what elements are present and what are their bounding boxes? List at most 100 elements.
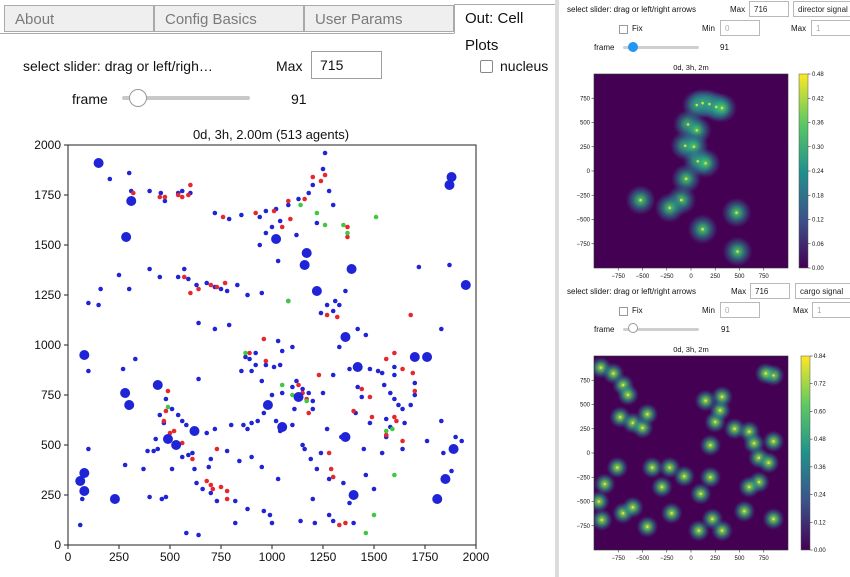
cell-point <box>133 356 138 362</box>
cell-point <box>375 368 381 374</box>
cell-point <box>232 498 238 504</box>
colorbar-tick-label: 0.36 <box>812 121 824 127</box>
cell-point <box>161 418 167 424</box>
cell-point <box>330 372 336 378</box>
cell-point <box>326 476 332 482</box>
cell-cluster <box>79 486 90 496</box>
cell-point <box>326 450 332 456</box>
cell-point <box>412 392 418 398</box>
upper-frame-slider[interactable] <box>623 46 699 49</box>
signal-peak <box>639 198 642 202</box>
cell-point <box>383 428 389 434</box>
tab-config-basics[interactable]: Config Basics <box>154 5 304 32</box>
cell-point <box>408 312 414 318</box>
tab-about[interactable]: About <box>4 5 154 32</box>
cell-point <box>86 300 91 306</box>
cell-point <box>267 512 273 518</box>
cell-point <box>200 486 205 492</box>
cell-point <box>212 326 218 332</box>
cell-point <box>320 166 326 172</box>
cell-point <box>192 466 197 472</box>
cell-cluster <box>109 494 120 504</box>
upper-signal-select[interactable]: director signal <box>793 1 850 17</box>
signal-peak <box>704 399 707 402</box>
max-label: Max <box>276 58 303 74</box>
cell-point <box>214 446 220 452</box>
signal-peak <box>757 480 761 484</box>
tab-out-cell-plots[interactable]: Out: Cell Plots <box>454 4 559 54</box>
cell-point <box>396 402 401 408</box>
cell-point <box>222 280 228 286</box>
cell-point <box>371 512 377 518</box>
lower-fix-checkbox[interactable] <box>619 307 628 316</box>
colorbar-tick-label: 0.36 <box>814 465 826 471</box>
cell-point <box>218 286 224 292</box>
upper-max2-input[interactable]: 1 <box>811 20 850 36</box>
nucleus-checkbox[interactable] <box>480 60 493 73</box>
director-heatmap-spots <box>625 88 753 267</box>
cell-cluster <box>79 468 90 478</box>
lower-signal-select[interactable]: cargo signal <box>795 283 850 299</box>
signal-peak <box>692 145 696 149</box>
cell-cluster <box>293 392 304 402</box>
cell-point <box>163 396 169 402</box>
scatter-title: 0d, 3h, 2.00m (513 agents) <box>193 127 349 142</box>
cell-point <box>439 326 444 332</box>
cell-point <box>275 258 281 264</box>
upper-min-input[interactable]: 0 <box>720 20 760 36</box>
cell-point <box>257 242 263 248</box>
lower-frame-slider[interactable] <box>623 328 699 331</box>
lower-max-input[interactable]: 716 <box>750 283 790 299</box>
cell-point <box>196 532 201 538</box>
x-tick-label: 0 <box>689 556 693 562</box>
cell-point <box>361 446 367 452</box>
cell-point <box>159 496 165 502</box>
frame-slider[interactable] <box>122 96 250 100</box>
panel-divider <box>555 0 559 577</box>
cell-point <box>400 446 405 452</box>
cell-point <box>247 350 252 356</box>
cell-point <box>212 426 218 432</box>
y-tick-label: 1500 <box>34 238 61 252</box>
y-tick-label: −500 <box>576 218 590 224</box>
cell-point <box>292 406 297 412</box>
frame-slider-handle[interactable] <box>129 89 148 107</box>
signal-peak <box>626 393 630 397</box>
cell-point <box>330 202 336 208</box>
signal-peak <box>612 372 615 375</box>
cell-point <box>369 414 375 420</box>
upper-frame-slider-handle[interactable] <box>627 42 638 52</box>
cell-point <box>290 422 295 428</box>
cell-point <box>243 350 248 356</box>
cell-point <box>162 194 168 200</box>
cell-point <box>290 392 295 398</box>
cell-point <box>314 210 320 216</box>
signal-peak <box>631 506 635 509</box>
lower-min-input[interactable]: 0 <box>720 302 760 318</box>
tab-user-params[interactable]: User Params <box>304 5 454 32</box>
cell-point <box>163 408 169 414</box>
lower-max2-input[interactable]: 1 <box>812 302 850 318</box>
cell-point <box>116 272 122 278</box>
upper-fix-checkbox[interactable] <box>619 25 628 34</box>
cell-point <box>175 274 181 280</box>
cell-point <box>261 410 267 416</box>
cell-point <box>332 298 338 304</box>
signal-hotspot <box>594 490 610 513</box>
cell-cluster <box>152 380 163 390</box>
cell-point <box>86 446 91 452</box>
signal-hotspot <box>594 508 613 531</box>
cell-point <box>259 464 265 470</box>
cell-point <box>275 338 281 344</box>
cell-point <box>147 188 152 194</box>
max-input[interactable]: 715 <box>311 51 382 79</box>
cell-point <box>79 496 85 502</box>
upper-max-input[interactable]: 716 <box>749 1 789 17</box>
lower-frame-slider-handle[interactable] <box>627 323 638 333</box>
cell-point <box>318 178 324 184</box>
slider-select-label: select slider: drag or left/righ… <box>23 58 213 74</box>
director-heatmap-ticks: −750 −500 −250 0 250 500 750 750 500 250 0 −250 −500… <box>576 96 769 280</box>
cell-point <box>410 370 416 376</box>
cell-point <box>224 448 230 454</box>
cell-point <box>347 366 352 372</box>
